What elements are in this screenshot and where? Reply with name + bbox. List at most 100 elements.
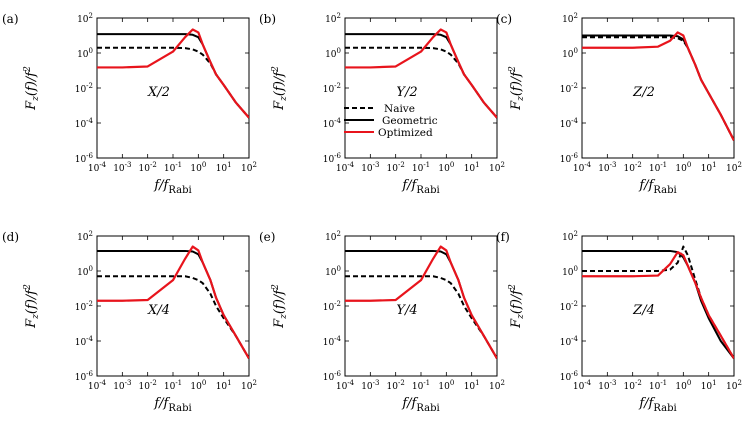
y-tick-label: 102: [77, 12, 93, 25]
legend-label-optimized: Optimized: [378, 127, 433, 139]
series-line-optimized: [582, 251, 734, 360]
panel-label: (a): [2, 12, 19, 26]
x-tick-label: 10-2: [139, 379, 157, 392]
x-tick-label: 100: [675, 379, 691, 392]
series-line-geometric: [97, 249, 249, 360]
panel-label: (b): [259, 12, 276, 26]
panel-title: X/4: [147, 303, 170, 318]
plot-frame: [581, 17, 735, 159]
y-axis-label: Fz(f)/f2: [508, 284, 526, 329]
x-tick-label: 10-4: [573, 161, 592, 174]
series-line-naive: [97, 275, 249, 360]
y-tick-label: 102: [77, 230, 93, 243]
y-tick-label: 100: [325, 265, 341, 278]
x-tick-label: 10-2: [387, 379, 405, 392]
x-tick-label: 102: [489, 161, 505, 174]
x-tick-label: 10-4: [88, 161, 107, 174]
y-tick-label: 10-6: [323, 152, 342, 165]
x-tick-label: 10-4: [336, 379, 355, 392]
series-line-optimized: [345, 245, 497, 360]
x-tick-label: 10-1: [649, 379, 667, 392]
panel-label: (f): [496, 230, 510, 244]
y-tick-label: 10-6: [323, 370, 342, 383]
y-tick-label: 10-4: [323, 335, 342, 348]
x-tick-label: 100: [438, 379, 454, 392]
y-tick-label: 102: [562, 230, 578, 243]
series-line-optimized: [97, 245, 249, 360]
series-line-naive: [97, 46, 249, 119]
series-line-optimized: [582, 31, 734, 142]
x-tick-label: 101: [216, 379, 232, 392]
panel-b: 10-4 10-3 10-2 10-1 100 101 10210-610-410-2100…: [259, 12, 505, 196]
panel-d: 10-4 10-3 10-2 10-1 100 101 10210-610-410-2100…: [2, 230, 257, 414]
panel-title: Z/2: [632, 85, 655, 100]
series-line-naive: [345, 46, 497, 119]
x-tick-label: 10-3: [598, 161, 616, 174]
x-tick-label: 101: [216, 161, 232, 174]
x-axis-label: f/fRabi: [153, 396, 191, 414]
x-tick-label: 101: [701, 161, 717, 174]
x-tick-label: 10-4: [336, 161, 355, 174]
x-tick-label: 102: [726, 161, 742, 174]
x-axis-label: f/fRabi: [401, 178, 439, 196]
series-line-geometric: [345, 249, 497, 360]
panel-label: (d): [2, 230, 19, 244]
x-tick-label: 10-2: [387, 161, 405, 174]
y-tick-label: 100: [77, 47, 93, 60]
x-tick-label: 10-1: [649, 161, 667, 174]
x-tick-label: 100: [190, 379, 206, 392]
y-axis-label: Fz(f)/f2: [508, 66, 526, 111]
legend-label-naive: Naive: [384, 103, 415, 115]
y-tick-label: 100: [562, 47, 578, 60]
legend-label-geometric: Geometric: [382, 115, 438, 127]
x-tick-label: 10-2: [624, 379, 642, 392]
y-tick-label: 102: [562, 12, 578, 25]
y-tick-label: 10-2: [323, 82, 341, 95]
x-tick-label: 10-3: [113, 379, 131, 392]
panel-label: (c): [496, 12, 512, 26]
x-tick-label: 102: [489, 379, 505, 392]
y-axis-label: Fz(f)/f2: [23, 66, 41, 111]
y-tick-label: 10-6: [75, 370, 94, 383]
x-tick-label: 101: [464, 161, 480, 174]
x-tick-label: 100: [675, 161, 691, 174]
panel-c: 10-4 10-3 10-2 10-1 100 101 10210-610-410-2100…: [496, 12, 742, 196]
x-tick-label: 100: [190, 161, 206, 174]
x-tick-label: 10-3: [361, 161, 379, 174]
panel-title: Y/4: [396, 303, 417, 318]
y-axis-label: Fz(f)/f2: [271, 284, 289, 329]
series-line-geometric: [97, 33, 249, 119]
y-axis-label: Fz(f)/f2: [23, 284, 41, 329]
x-tick-label: 102: [241, 161, 257, 174]
x-tick-label: 10-1: [412, 161, 430, 174]
y-tick-label: 10-4: [560, 335, 579, 348]
series-line-geometric: [345, 33, 497, 119]
panel-title: Y/2: [396, 85, 417, 100]
x-tick-label: 102: [726, 379, 742, 392]
y-tick-label: 10-6: [560, 152, 579, 165]
y-tick-label: 10-6: [560, 370, 579, 383]
x-tick-label: 10-3: [113, 161, 131, 174]
x-tick-label: 100: [438, 161, 454, 174]
y-tick-label: 10-4: [75, 335, 94, 348]
panel-e: 10-4 10-3 10-2 10-1 100 101 10210-610-410-2100…: [259, 230, 505, 414]
x-tick-label: 101: [464, 379, 480, 392]
y-tick-label: 100: [325, 47, 341, 60]
panel-label: (e): [259, 230, 275, 244]
series-line-naive: [582, 36, 734, 141]
y-tick-label: 10-4: [560, 117, 579, 130]
x-tick-label: 10-1: [164, 161, 182, 174]
series-line-optimized: [345, 28, 497, 119]
x-tick-label: 10-2: [624, 161, 642, 174]
x-tick-label: 10-3: [361, 379, 379, 392]
y-tick-label: 102: [325, 230, 341, 243]
x-axis-label: f/fRabi: [638, 178, 676, 196]
x-tick-label: 101: [701, 379, 717, 392]
plot-frame: [96, 235, 250, 377]
y-tick-label: 10-4: [75, 117, 94, 130]
series-line-naive: [582, 245, 734, 360]
y-axis-label: Fz(f)/f2: [271, 66, 289, 111]
panel-title: Z/4: [632, 303, 655, 318]
y-tick-label: 10-2: [560, 300, 578, 313]
